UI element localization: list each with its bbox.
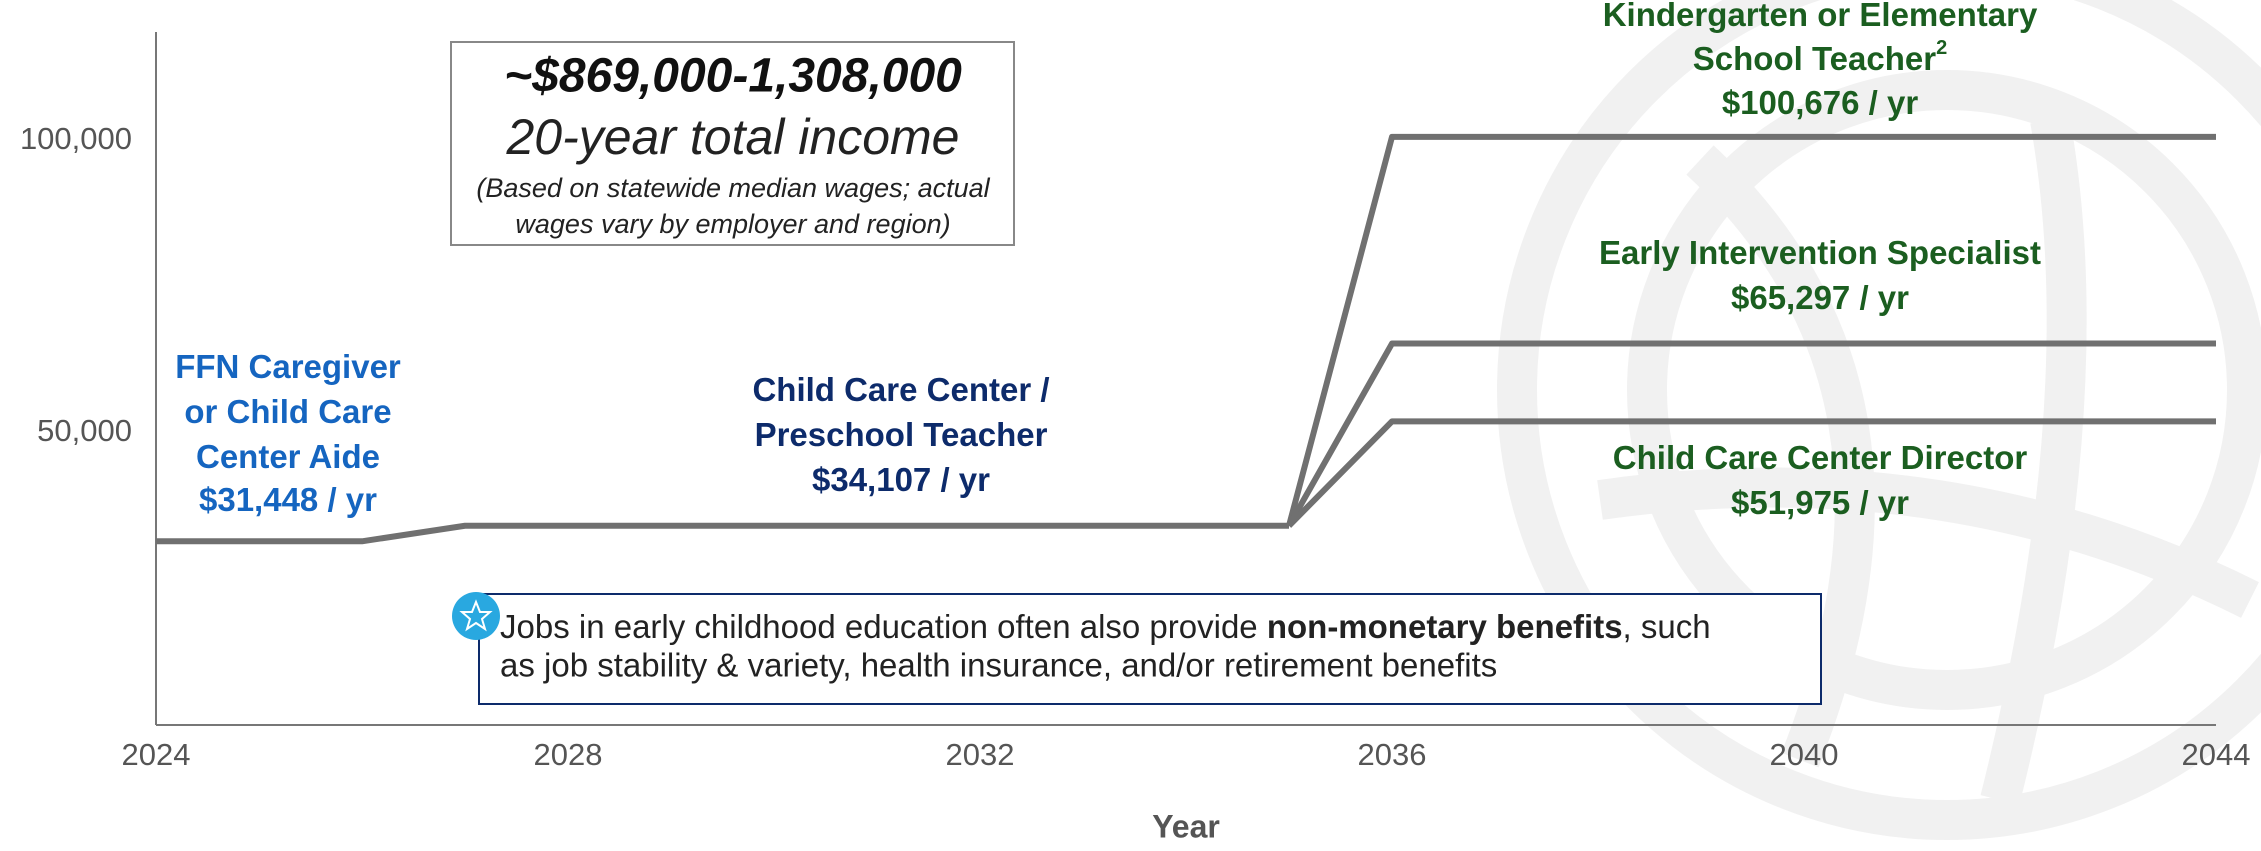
annotation: Center Aide (196, 438, 380, 475)
annotation-line: Early Intervention Specialist (1599, 234, 2041, 271)
total-note: (Based on statewide median wages; actual (476, 173, 990, 203)
annotation: Kindergarten or Elementary (1603, 0, 2038, 33)
x-tick-label: 2040 (1770, 737, 1839, 772)
annotation-line: or Child Care (184, 393, 391, 430)
annotation: or Child Care (184, 393, 391, 430)
y-tick-label: 100,000 (20, 121, 132, 156)
annotation: $100,676 / yr (1722, 84, 1918, 121)
x-tick-label: 2036 (1358, 737, 1427, 772)
annotation-line: Child Care Center Director (1613, 439, 2028, 476)
total-note: wages vary by employer and region) (515, 209, 950, 239)
benefits-text-bold: non-monetary benefits (1267, 608, 1623, 645)
annotation-line: Kindergarten or Elementary (1603, 0, 2038, 33)
annotation-line: $31,448 / yr (199, 481, 377, 518)
line (1286, 418, 2216, 528)
x-tick-label: 2044 (2182, 737, 2251, 772)
watermark (1497, 0, 2261, 840)
line (156, 522, 1289, 545)
benefits-text-start: Jobs in early childhood education often … (500, 608, 1267, 645)
total-amount: ~$869,000-1,308,000 (504, 50, 962, 103)
annotation: $31,448 / yr (199, 481, 377, 518)
benefits-text-end: , such (1623, 608, 1711, 645)
benefits-text: as job stability & variety, health insur… (500, 647, 1497, 684)
annotation-line: $51,975 / yr (1731, 484, 1909, 521)
star-badge (452, 592, 500, 640)
star-icon (459, 599, 493, 632)
benefits-box: Jobs in early childhood education often … (452, 592, 1822, 705)
annotation: Preschool Teacher (755, 416, 1048, 453)
annotation-line: School Teacher (1693, 40, 1936, 77)
benefits-box-frame (478, 593, 1822, 705)
annotation-line: Center Aide (196, 438, 380, 475)
annotation: $34,107 / yr (812, 461, 990, 498)
total-box-frame (450, 41, 1015, 246)
annotation: Child Care Center Director (1613, 439, 2028, 476)
line (1286, 133, 2216, 527)
annotation-line: $100,676 / yr (1722, 84, 1918, 121)
x-tick-label: 2024 (122, 737, 191, 772)
annotation: School Teacher2 (1693, 37, 1947, 76)
annotation-line: Child Care Center / (752, 371, 1049, 408)
annotation-line: FFN Caregiver (175, 348, 401, 385)
annotation: $65,297 / yr (1731, 279, 1909, 316)
annotation-line: $34,107 / yr (812, 461, 990, 498)
y-tick-label: 50,000 (37, 413, 132, 448)
annotation-line: $65,297 / yr (1731, 279, 1909, 316)
total-box: ~$869,000-1,308,000 20-year total income… (450, 41, 1015, 246)
annotation: FFN Caregiver (175, 348, 401, 385)
line (1286, 340, 2216, 528)
total-caption: 20-year total income (505, 109, 959, 165)
footnote-mark: 2 (1936, 37, 1947, 59)
x-tick-label: 2032 (946, 737, 1015, 772)
x-axis-label: Year (1152, 808, 1220, 844)
annotation: Early Intervention Specialist (1599, 234, 2041, 271)
benefits-text: Jobs in early childhood education often … (500, 608, 1711, 645)
annotation-line: Preschool Teacher (755, 416, 1048, 453)
x-tick-label: 2028 (534, 737, 603, 772)
annotation: Child Care Center / (752, 371, 1049, 408)
annotation: $51,975 / yr (1731, 484, 1909, 521)
